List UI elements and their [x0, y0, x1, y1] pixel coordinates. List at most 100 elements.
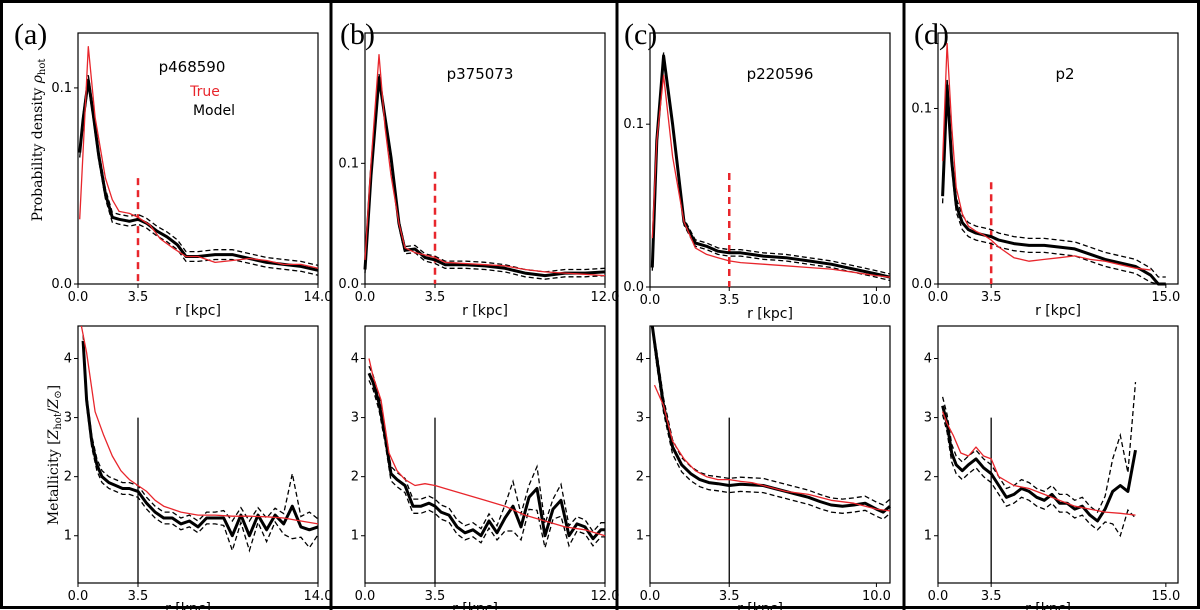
density-ytick-label: 0.0	[338, 277, 359, 292]
metal-true-line	[368, 358, 606, 537]
panel-c: (c) 0.0 3.5 10.0 0.0 0.1 r [kpc] 0.0 3.5 10.0 1 2…	[623, 18, 891, 610]
density-band-lower	[364, 81, 606, 280]
panel-letter-d: (d)	[914, 18, 949, 51]
metal-xtick-label: 3.5	[128, 589, 149, 604]
density-ytick-label: 0.0	[51, 277, 72, 292]
metal-model-line	[941, 405, 1137, 523]
metal-ytick-label: 4	[924, 351, 932, 366]
density-model-line	[650, 54, 891, 279]
metal-ylabel-sub2: ⊙	[53, 390, 64, 398]
metal-band-upper	[82, 334, 319, 523]
density-band-upper	[364, 73, 606, 273]
density-true-line	[364, 54, 606, 277]
metal-ylabel-suffix: ]	[46, 385, 62, 390]
metal-band-lower	[82, 346, 319, 553]
metal-axes-frame	[649, 325, 891, 584]
density-xlabel: r [kpc]	[747, 306, 793, 322]
metal-xtick-label: 3.5	[719, 589, 740, 604]
metal-band-lower	[941, 414, 1136, 538]
metal-model-line	[367, 372, 605, 541]
density-band-upper	[79, 75, 319, 267]
galaxy-name-d: p2	[1055, 65, 1074, 83]
panel-d: (d) 0.0 3.5 15.0 0.0 0.1 r [kpc] 0.0 3.5 15.0 1 2…	[911, 18, 1180, 610]
metal-xlabel: r [kpc]	[165, 601, 211, 610]
density-ytick-label: 0.0	[623, 280, 644, 295]
metal-true-line	[653, 384, 891, 512]
density-plot-b: 0.0 3.5 12.0 0.0 0.1 r [kpc]	[338, 32, 619, 319]
metal-axes-frame	[364, 325, 606, 584]
density-xlabel: r [kpc]	[1035, 303, 1081, 319]
density-xtick-label: 3.5	[425, 290, 446, 305]
metal-xtick-label: 3.5	[981, 589, 1002, 604]
density-ytick-label: 0.1	[623, 117, 644, 132]
metal-ytick-label: 2	[636, 470, 644, 485]
metal-plot-a: 0.0 3.5 14.0 1 2 3 4 r [kpc]	[64, 325, 333, 610]
metal-ytick-label: 2	[64, 470, 72, 485]
metal-ylabel-z2: Z	[46, 398, 62, 409]
density-plot-a: 0.0 3.5 14.0 0.0 0.1 r [kpc]	[51, 32, 333, 319]
metal-ytick-label: 3	[351, 411, 359, 426]
galaxy-name-c: p220596	[747, 65, 814, 83]
metal-xtick-label: 3.5	[425, 589, 446, 604]
density-plot-d: 0.0 3.5 15.0 0.0 0.1 r [kpc]	[911, 32, 1180, 319]
metal-ytick-label: 1	[351, 529, 359, 544]
panel-letter-b: (b)	[340, 18, 375, 51]
metal-xtick-label: 0.0	[640, 589, 661, 604]
metal-xtick-label: 0.0	[68, 589, 89, 604]
metal-ytick-label: 2	[924, 470, 932, 485]
density-band-upper	[651, 52, 891, 275]
metal-band-lower	[368, 380, 605, 548]
galaxy-name-b: p375073	[447, 65, 514, 83]
panel-letter-c: (c)	[624, 18, 657, 51]
metal-plot-d: 0.0 3.5 15.0 1 2 3 4 r [kpc]	[924, 325, 1180, 610]
density-ylabel-text: Probability density	[30, 83, 46, 221]
metal-ytick-label: 4	[636, 351, 644, 366]
metal-ylabel-prefix: Metallicity [	[46, 439, 62, 525]
metal-xtick-label: 14.0	[304, 589, 333, 604]
density-xtick-label: 0.0	[68, 290, 89, 305]
metal-xtick-label: 10.0	[862, 589, 891, 604]
density-ytick-label: 0.1	[338, 156, 359, 171]
metal-ylabel: Metallicity [Zhot/Z⊙]	[46, 385, 64, 525]
density-ylabel-sub: hot	[37, 59, 48, 75]
density-true-line	[79, 46, 319, 269]
legend-model: Model	[193, 103, 235, 119]
metal-band-upper	[651, 325, 891, 506]
density-xtick-label: 15.0	[1151, 290, 1180, 305]
metal-plot-b: 0.0 3.5 12.0 1 2 3 4 r [kpc]	[351, 325, 619, 610]
metal-xlabel: r [kpc]	[452, 601, 498, 610]
panel-a: (a) Probability density ρhot Metallicity…	[14, 18, 332, 610]
panel-letter-a: (a)	[14, 18, 47, 51]
density-band-lower	[941, 92, 1166, 285]
density-xtick-label: 3.5	[719, 293, 740, 308]
density-xtick-label: 0.0	[928, 290, 949, 305]
metal-band-upper	[368, 365, 605, 533]
metal-ytick-label: 1	[64, 529, 72, 544]
metal-ytick-label: 1	[636, 529, 644, 544]
density-ylabel: Probability density ρhot	[30, 59, 48, 222]
density-true-line	[941, 42, 1151, 271]
density-xlabel: r [kpc]	[175, 303, 221, 319]
metal-band-lower	[651, 330, 891, 520]
metal-true-line	[80, 325, 319, 525]
metal-xtick-label: 15.0	[1151, 589, 1180, 604]
density-model-line	[941, 84, 1166, 286]
density-xtick-label: 0.0	[640, 293, 661, 308]
metal-xlabel: r [kpc]	[737, 601, 783, 610]
density-band-lower	[651, 59, 891, 282]
density-axes-frame	[364, 32, 606, 285]
density-xtick-label: 10.0	[862, 293, 891, 308]
density-plot-c: 0.0 3.5 10.0 0.0 0.1 r [kpc]	[623, 32, 891, 322]
metal-ytick-label: 1	[924, 529, 932, 544]
density-xtick-label: 14.0	[304, 290, 333, 305]
density-ytick-label: 0.0	[911, 277, 932, 292]
density-ylabel-symbol: ρ	[30, 74, 46, 84]
metal-xtick-label: 0.0	[928, 589, 949, 604]
galaxy-name-a: p468590	[159, 58, 226, 76]
density-xtick-label: 3.5	[128, 290, 149, 305]
metal-xtick-label: 0.0	[355, 589, 376, 604]
metal-axes-frame	[937, 325, 1179, 584]
metal-ylabel-slash: /	[46, 408, 62, 413]
